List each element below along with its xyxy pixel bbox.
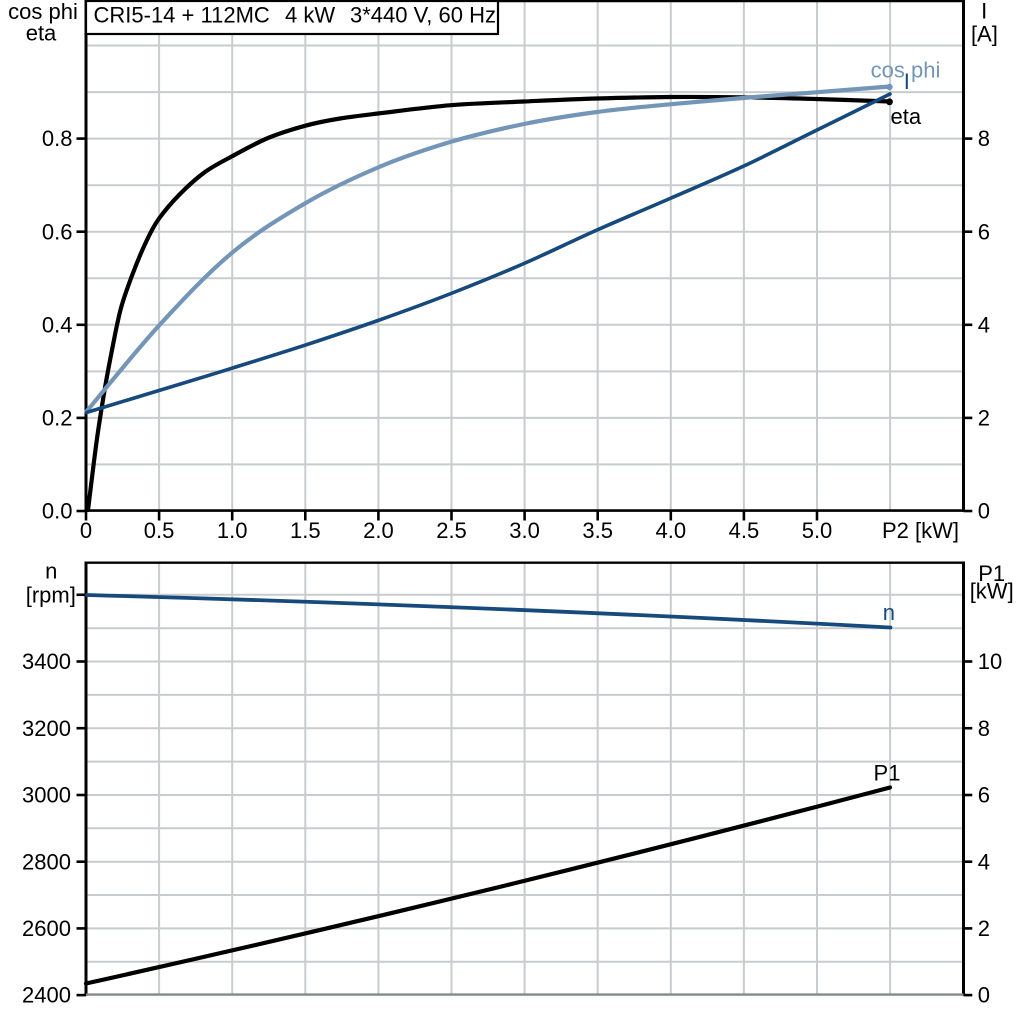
svg-text:[rpm]: [rpm] [26,583,76,608]
svg-text:3*440 V, 60 Hz: 3*440 V, 60 Hz [350,3,496,28]
svg-text:4: 4 [978,849,990,874]
svg-text:0: 0 [80,518,92,543]
svg-text:2800: 2800 [22,849,71,874]
svg-text:I: I [904,69,910,94]
svg-text:1.5: 1.5 [290,518,321,543]
svg-text:2.5: 2.5 [436,518,467,543]
svg-text:0: 0 [978,983,990,1008]
svg-text:2600: 2600 [22,916,71,941]
svg-text:0.8: 0.8 [42,126,73,151]
svg-text:5.0: 5.0 [802,518,833,543]
svg-text:4.5: 4.5 [729,518,760,543]
svg-text:eta: eta [26,21,57,46]
svg-text:3000: 3000 [22,783,71,808]
svg-text:1.0: 1.0 [217,518,248,543]
svg-text:0.5: 0.5 [144,518,175,543]
svg-text:[A]: [A] [971,22,998,47]
svg-text:6: 6 [978,219,990,244]
svg-text:8: 8 [978,126,990,151]
svg-text:0: 0 [978,499,990,524]
svg-text:cos phi: cos phi [8,0,78,24]
svg-text:2400: 2400 [22,983,71,1008]
svg-text:0.2: 0.2 [42,406,73,431]
svg-text:0.4: 0.4 [42,312,73,337]
svg-text:6: 6 [978,783,990,808]
svg-text:P1: P1 [874,761,901,786]
svg-text:eta: eta [891,104,922,129]
svg-text:2: 2 [978,916,990,941]
svg-text:3400: 3400 [22,649,71,674]
svg-text:0.6: 0.6 [42,219,73,244]
svg-text:8: 8 [978,716,990,741]
svg-text:cos phi: cos phi [871,58,941,83]
svg-text:CRI5-14 + 112MC: CRI5-14 + 112MC [94,3,270,28]
svg-text:4 kW: 4 kW [285,3,335,28]
svg-text:3.5: 3.5 [582,518,613,543]
svg-text:10: 10 [978,649,1002,674]
svg-text:4.0: 4.0 [656,518,687,543]
svg-text:3200: 3200 [22,716,71,741]
svg-text:2: 2 [978,406,990,431]
svg-text:P2 [kW]: P2 [kW] [882,518,959,543]
svg-text:P1: P1 [978,561,1005,586]
svg-text:2.0: 2.0 [363,518,394,543]
svg-text:I: I [981,0,987,23]
svg-text:[kW]: [kW] [970,579,1014,604]
svg-text:4: 4 [978,312,990,337]
svg-text:3.0: 3.0 [509,518,540,543]
svg-text:0.0: 0.0 [42,499,73,524]
svg-text:n: n [45,559,57,584]
svg-text:n: n [883,600,895,625]
